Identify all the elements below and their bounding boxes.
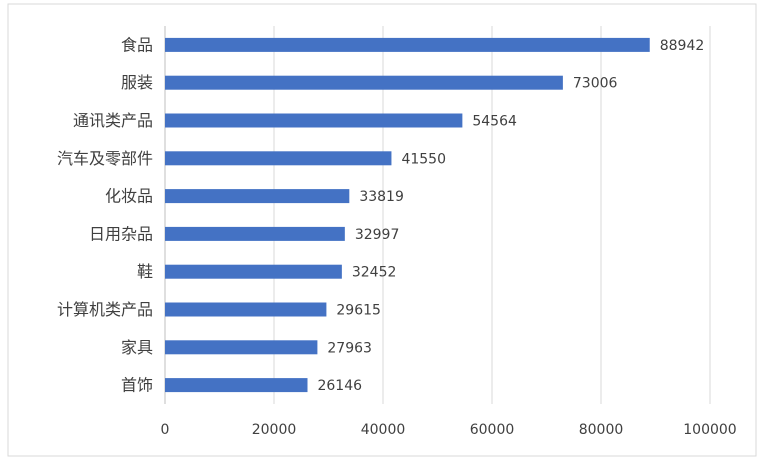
y-tick-label: 日用杂品 (89, 224, 153, 243)
x-tick-label: 80000 (579, 422, 624, 438)
data-label: 32452 (352, 265, 397, 281)
data-label: 33819 (359, 189, 404, 205)
bar (165, 302, 327, 317)
bar (165, 378, 308, 393)
x-tick-label: 40000 (361, 422, 406, 438)
data-label: 73006 (573, 76, 618, 92)
data-label: 88942 (660, 38, 705, 54)
bar (165, 189, 350, 204)
x-tick-label: 0 (161, 422, 170, 438)
data-label: 29615 (336, 303, 381, 319)
y-tick-label: 计算机类产品 (57, 300, 153, 319)
y-tick-label: 汽车及零部件 (57, 149, 153, 168)
y-tick-label: 家具 (121, 338, 153, 357)
data-label: 41550 (401, 151, 446, 167)
bar (165, 264, 342, 279)
bar (165, 37, 650, 52)
data-label: 26146 (317, 378, 362, 394)
y-tick-label: 服装 (121, 73, 153, 92)
y-tick-label: 食品 (121, 35, 153, 54)
y-tick-label: 首饰 (121, 376, 153, 395)
bar (165, 75, 563, 90)
y-tick-label: 化妆品 (105, 187, 153, 206)
bar (165, 340, 318, 355)
bar (165, 151, 392, 166)
bar (165, 113, 463, 128)
x-tick-label: 20000 (252, 422, 297, 438)
data-label: 54564 (472, 114, 517, 130)
y-tick-label: 通讯类产品 (73, 111, 153, 130)
data-label: 27963 (327, 340, 372, 356)
x-tick-label: 100000 (683, 422, 736, 438)
data-label: 32997 (355, 227, 400, 243)
y-tick-label: 鞋 (137, 262, 153, 281)
x-tick-label: 60000 (470, 422, 515, 438)
bar (165, 226, 345, 241)
